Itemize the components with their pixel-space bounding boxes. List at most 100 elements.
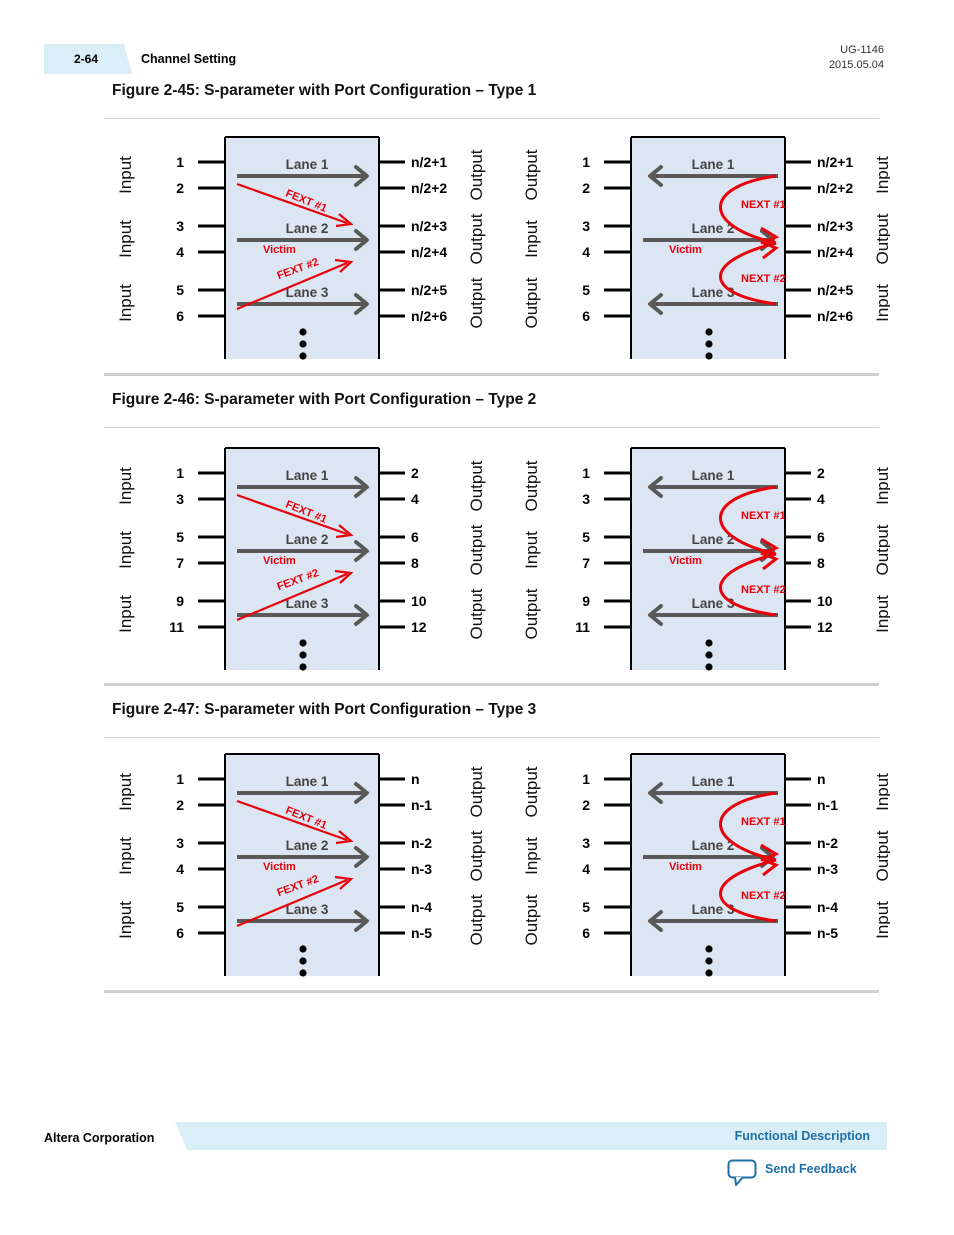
continuation-dot bbox=[705, 340, 713, 348]
port-direction-label: Input bbox=[116, 595, 135, 633]
port-direction-label: Output bbox=[522, 460, 541, 511]
lane-label: Lane 2 bbox=[286, 221, 329, 236]
lane-arrowhead bbox=[648, 910, 663, 932]
continuation-dot bbox=[299, 945, 307, 953]
next-arrow bbox=[719, 174, 777, 245]
continuation-dot bbox=[705, 651, 713, 659]
figure-bottom-rule bbox=[104, 990, 879, 993]
next-label: NEXT #1 bbox=[741, 510, 786, 522]
continuation-dot bbox=[705, 945, 713, 953]
continuation-dot bbox=[299, 352, 307, 360]
port-direction-label: Input bbox=[522, 531, 541, 569]
victim-label: Victim bbox=[263, 555, 296, 567]
lane-arrowhead bbox=[648, 782, 663, 804]
figure-title: Figure 2-45: S-parameter with Port Confi… bbox=[112, 82, 537, 99]
fext-arrowhead bbox=[335, 830, 354, 845]
port-number: 3 bbox=[582, 835, 590, 851]
port-number: 9 bbox=[176, 593, 184, 609]
port-number: 3 bbox=[582, 491, 590, 507]
victim-label: Victim bbox=[669, 861, 702, 873]
port-direction-label: Input bbox=[873, 284, 890, 322]
fext-arrow bbox=[236, 493, 348, 536]
port-number: 8 bbox=[411, 555, 419, 571]
port-number: 2 bbox=[582, 180, 590, 196]
port-direction-label: Output bbox=[873, 830, 890, 881]
port-number: n bbox=[817, 771, 826, 787]
port-configuration-svg: 1 n/2+1 2 n/2+2 3 n/2+3 4 n/2+4 5 n/2+5 6 n/2+6 Lane… bbox=[116, 136, 890, 360]
port-number: 6 bbox=[176, 925, 184, 941]
port-direction-label: Output bbox=[467, 460, 486, 511]
continuation-dot bbox=[705, 352, 713, 360]
fext-diagram: 1 n 2 n-1 3 n-2 4 n-3 5 n-4 6 n-5 Lane 1 Lane 2 Lane 3… bbox=[116, 753, 486, 977]
port-number: 6 bbox=[817, 529, 825, 545]
header-tab bbox=[44, 44, 132, 74]
next-arrowhead bbox=[760, 240, 780, 260]
next-arrow bbox=[719, 485, 777, 556]
next-diagram: 1 n/2+1 2 n/2+2 3 n/2+3 4 n/2+4 5 n/2+5 6 n/2+6 Lane… bbox=[522, 136, 890, 360]
lane-arrowhead bbox=[354, 782, 369, 804]
port-number: n-2 bbox=[817, 835, 838, 851]
port-direction-label: Output bbox=[467, 766, 486, 817]
port-number: n-1 bbox=[817, 797, 838, 813]
port-number: n-1 bbox=[411, 797, 432, 813]
lane-arrowhead bbox=[648, 476, 663, 498]
port-direction-label: Output bbox=[467, 277, 486, 328]
speech-bubble-icon bbox=[727, 1159, 757, 1186]
continuation-dot bbox=[705, 969, 713, 977]
port-direction-label: Output bbox=[467, 830, 486, 881]
port-number: n-5 bbox=[817, 925, 838, 941]
lane-arrowhead bbox=[648, 293, 663, 315]
next-diagram: 1 n 2 n-1 3 n-2 4 n-3 5 n-4 6 n-5 Lane 1 Lane 2 Lane 3… bbox=[522, 753, 890, 977]
port-direction-label: Input bbox=[873, 773, 890, 811]
port-number: 3 bbox=[176, 491, 184, 507]
port-direction-label: Input bbox=[116, 467, 135, 505]
port-number: 5 bbox=[176, 529, 184, 545]
next-arrow bbox=[719, 241, 777, 306]
fext-arrow bbox=[236, 572, 348, 622]
continuation-dot bbox=[299, 957, 307, 965]
fext-diagram: 1 n/2+1 2 n/2+2 3 n/2+3 4 n/2+4 5 n/2+5 6 n/2+6 Lane… bbox=[116, 136, 486, 360]
continuation-dot bbox=[299, 651, 307, 659]
port-number: n-5 bbox=[411, 925, 432, 941]
continuation-dot bbox=[705, 663, 713, 671]
port-number: 1 bbox=[582, 465, 590, 481]
port-direction-label: Input bbox=[873, 595, 890, 633]
continuation-dot bbox=[705, 639, 713, 647]
port-direction-label: Input bbox=[116, 837, 135, 875]
fext-arrowhead bbox=[335, 524, 354, 539]
port-number: 2 bbox=[817, 465, 825, 481]
port-number: 6 bbox=[411, 529, 419, 545]
doc-number: UG-1146 bbox=[840, 44, 884, 56]
port-number: n/2+5 bbox=[411, 282, 447, 298]
port-direction-label: Input bbox=[116, 531, 135, 569]
fext-arrow bbox=[236, 878, 348, 928]
port-number: 1 bbox=[176, 771, 184, 787]
port-direction-label: Input bbox=[873, 467, 890, 505]
continuation-dot bbox=[299, 340, 307, 348]
continuation-dot bbox=[299, 969, 307, 977]
next-arrowhead bbox=[760, 537, 780, 556]
next-arrow bbox=[719, 858, 777, 923]
port-number: 10 bbox=[411, 593, 427, 609]
port-number: n/2+6 bbox=[817, 308, 853, 324]
port-direction-label: Input bbox=[116, 901, 135, 939]
port-number: 4 bbox=[176, 244, 184, 260]
continuation-dot bbox=[299, 663, 307, 671]
functional-description-link[interactable]: Functional Description bbox=[734, 1129, 870, 1143]
next-label: NEXT #2 bbox=[741, 584, 786, 596]
figure-top-rule bbox=[104, 427, 879, 428]
lane-arrowhead bbox=[354, 846, 369, 868]
document-id: UG-1146 2015.05.04 bbox=[829, 43, 884, 73]
figure-title: Figure 2-46: S-parameter with Port Confi… bbox=[112, 391, 537, 408]
port-number: 8 bbox=[817, 555, 825, 571]
lane-label: Lane 2 bbox=[692, 532, 735, 547]
company-name: Altera Corporation bbox=[44, 1131, 155, 1145]
victim-label: Victim bbox=[263, 861, 296, 873]
port-number: n-3 bbox=[817, 861, 838, 877]
port-direction-label: Output bbox=[522, 766, 541, 817]
port-number: n/2+5 bbox=[817, 282, 853, 298]
port-number: 4 bbox=[582, 861, 590, 877]
port-direction-label: Input bbox=[116, 156, 135, 194]
figure-top-rule bbox=[104, 118, 879, 119]
port-direction-label: Output bbox=[522, 894, 541, 945]
